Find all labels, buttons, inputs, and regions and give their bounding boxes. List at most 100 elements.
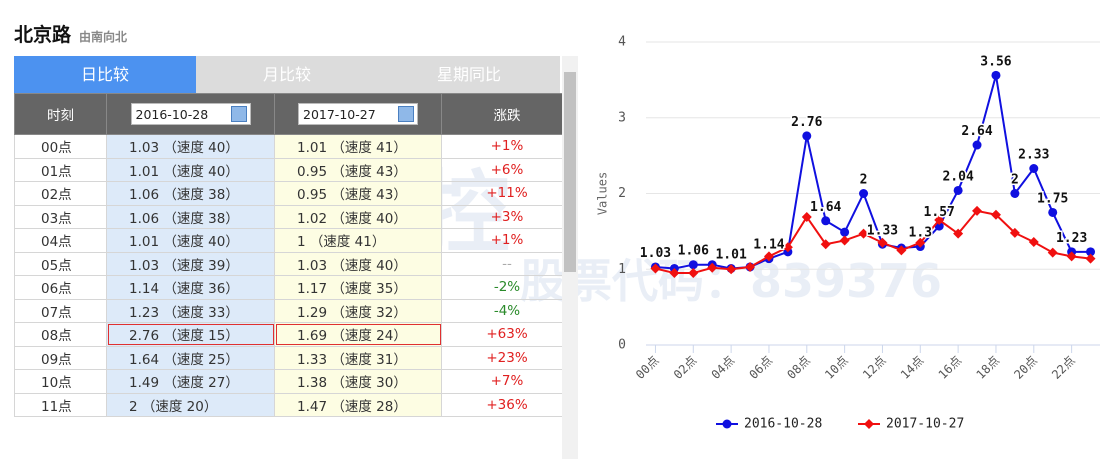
data-label: 2.64 bbox=[961, 124, 992, 139]
cell: 1.02 （速度 40） bbox=[274, 204, 442, 229]
chart: Values 0 1 2 3 4 00点 02点 04点 06点 08点 10点 12点 14点 16点 18… bbox=[596, 35, 1100, 432]
table-row: 02点 1.06 （速度 38） 0.95 （速度 43） +11% bbox=[14, 181, 573, 206]
cell: 1.03 （速度 40） bbox=[274, 251, 442, 276]
x-tick-label: 04点 bbox=[709, 353, 738, 382]
cell: 1.17 （速度 35） bbox=[274, 275, 442, 300]
data-label: 2.76 bbox=[791, 115, 822, 130]
x-tick-label: 08点 bbox=[784, 353, 813, 382]
cell: 00点 bbox=[14, 134, 107, 159]
x-tick-label: 00点 bbox=[633, 353, 662, 382]
data-label: 1.23 bbox=[1056, 231, 1087, 246]
date-input[interactable]: 2016-10-28 bbox=[130, 103, 251, 125]
cell: 03点 bbox=[14, 204, 107, 229]
table-row: 01点 1.01 （速度 40） 0.95 （速度 43） +6% bbox=[14, 157, 573, 182]
point bbox=[991, 70, 1001, 80]
tab[interactable]: 日比较 bbox=[14, 56, 196, 93]
cell: +63% bbox=[441, 322, 573, 347]
point bbox=[820, 239, 831, 250]
point bbox=[1086, 247, 1096, 257]
data-label: 1.33 bbox=[867, 223, 898, 238]
cell: 1.69 （速度 24） bbox=[274, 322, 442, 347]
point bbox=[990, 209, 1001, 220]
cell: 05点 bbox=[14, 251, 107, 276]
cell: 06点 bbox=[14, 275, 107, 300]
cell: -2% bbox=[441, 275, 573, 300]
table-panel: 日比较 月比较 星期同比 时刻 2016-10-28 2017-10-27 涨跌 00点 1.… bbox=[14, 56, 578, 459]
point bbox=[688, 260, 698, 270]
date-input[interactable]: 2017-10-27 bbox=[298, 103, 418, 125]
cell: 1.01 （速度 41） bbox=[274, 134, 442, 159]
cell: +23% bbox=[441, 345, 573, 370]
point bbox=[839, 235, 850, 246]
cell: 1.33 （速度 31） bbox=[274, 345, 442, 370]
data-label: 1.06 bbox=[678, 244, 709, 259]
calendar-icon[interactable] bbox=[230, 106, 247, 122]
legend-label[interactable]: 2016-10-28 bbox=[744, 417, 822, 432]
series-line bbox=[655, 75, 1091, 270]
table-row: 05点 1.03 （速度 39） 1.03 （速度 40） -- bbox=[14, 251, 573, 276]
cell: +3% bbox=[441, 204, 573, 229]
point bbox=[1066, 251, 1077, 262]
point bbox=[953, 228, 964, 239]
scrollbar[interactable] bbox=[562, 56, 578, 459]
point bbox=[1028, 236, 1039, 247]
data-label: 3.56 bbox=[980, 54, 1011, 69]
cell: 1.23 （速度 33） bbox=[106, 298, 275, 323]
point bbox=[953, 185, 963, 195]
y-tick-label: 2 bbox=[618, 186, 626, 201]
calendar-icon[interactable] bbox=[398, 106, 414, 122]
point bbox=[669, 268, 680, 279]
point bbox=[726, 264, 737, 275]
data-label: 1.57 bbox=[924, 205, 955, 220]
point bbox=[840, 227, 850, 237]
cell: 1.01 （速度 40） bbox=[106, 157, 275, 182]
data-label: 2.33 bbox=[1018, 148, 1049, 163]
legend-marker bbox=[864, 419, 874, 429]
cell: 1.64 （速度 25） bbox=[106, 345, 275, 370]
y-axis-label: Values bbox=[596, 172, 610, 215]
tabs: 日比较 月比较 星期同比 bbox=[14, 56, 560, 93]
scroll-thumb[interactable] bbox=[564, 72, 576, 272]
tab[interactable]: 月比较 bbox=[196, 56, 378, 93]
column-header: 时刻 bbox=[14, 93, 107, 135]
cell: 02点 bbox=[14, 181, 107, 206]
x-tick-label: 12点 bbox=[860, 353, 889, 382]
subtitle: 由南向北 bbox=[79, 30, 128, 44]
point bbox=[801, 211, 812, 222]
point bbox=[915, 237, 926, 248]
cell: 08点 bbox=[14, 322, 107, 347]
table-row: 11点 2 （速度 20） 1.47 （速度 28） +36% bbox=[14, 392, 573, 417]
point bbox=[1009, 227, 1020, 238]
point bbox=[1048, 207, 1058, 217]
point bbox=[1010, 189, 1020, 198]
legend-label[interactable]: 2017-10-27 bbox=[886, 417, 964, 432]
cell: +1% bbox=[441, 228, 573, 253]
cell: 1.03 （速度 40） bbox=[106, 134, 275, 159]
x-tick-label: 20点 bbox=[1011, 353, 1040, 382]
cell: 1 （速度 41） bbox=[274, 228, 442, 253]
cell: -4% bbox=[441, 298, 573, 323]
cell: 09点 bbox=[14, 345, 107, 370]
point bbox=[782, 242, 793, 253]
data-label: 1.75 bbox=[1037, 191, 1068, 206]
point bbox=[707, 262, 718, 273]
column-header: 涨跌 bbox=[441, 93, 573, 135]
cell: 1.29 （速度 32） bbox=[274, 298, 442, 323]
table-row: 08点 2.76 （速度 15） 1.69 （速度 24） +63% bbox=[14, 322, 573, 347]
cell: 1.06 （速度 38） bbox=[106, 204, 275, 229]
cell: +7% bbox=[441, 369, 573, 394]
table-row: 03点 1.06 （速度 38） 1.02 （速度 40） +3% bbox=[14, 204, 573, 229]
tab[interactable]: 星期同比 bbox=[378, 56, 560, 93]
table-row: 10点 1.49 （速度 27） 1.38 （速度 30） +7% bbox=[14, 369, 573, 394]
cell: 2.76 （速度 15） bbox=[106, 322, 275, 347]
point bbox=[1029, 164, 1039, 174]
cell: +11% bbox=[441, 181, 573, 206]
table-row: 00点 1.03 （速度 40） 1.01 （速度 41） +1% bbox=[14, 134, 573, 159]
point bbox=[745, 261, 756, 272]
point bbox=[1047, 247, 1058, 258]
cell: 1.47 （速度 28） bbox=[274, 392, 442, 417]
cell: 10点 bbox=[14, 369, 107, 394]
table-row: 04点 1.01 （速度 40） 1 （速度 41） +1% bbox=[14, 228, 573, 253]
cell: +1% bbox=[441, 134, 573, 159]
